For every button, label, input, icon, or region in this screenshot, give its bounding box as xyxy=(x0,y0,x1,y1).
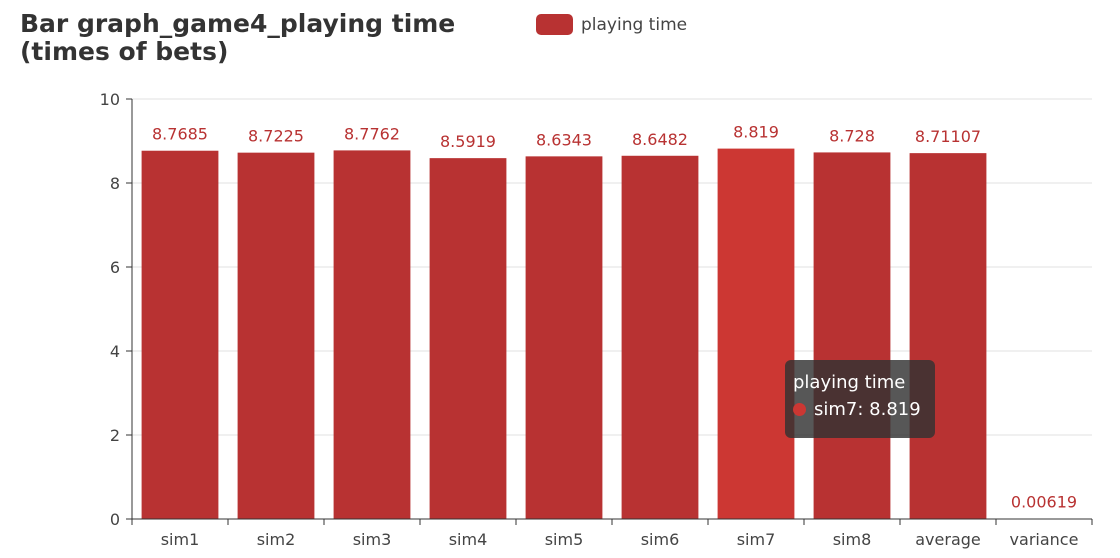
data-label-sim2: 8.7225 xyxy=(248,127,304,146)
chart-title-line-2: (times of bets) xyxy=(20,37,229,66)
x-tick-label-variance: variance xyxy=(1010,530,1079,549)
tooltip-row: sim7: 8.819 xyxy=(793,399,927,420)
bar-sim7 xyxy=(717,148,795,520)
x-tick-label-sim7: sim7 xyxy=(737,530,776,549)
data-label-variance: 0.00619 xyxy=(1011,493,1077,512)
legend[interactable]: playing time xyxy=(536,14,687,35)
data-label-average: 8.71107 xyxy=(915,127,981,146)
bar-average xyxy=(909,153,987,519)
legend-label: playing time xyxy=(581,14,688,35)
legend-swatch xyxy=(536,14,573,35)
x-tick-label-sim2: sim2 xyxy=(257,530,296,549)
tooltip-dot-icon xyxy=(793,403,806,416)
tooltip: playing time sim7: 8.819 xyxy=(785,360,935,438)
x-tick-label-sim5: sim5 xyxy=(545,530,584,549)
x-tick-label-sim8: sim8 xyxy=(833,530,872,549)
data-label-sim3: 8.7762 xyxy=(344,124,400,143)
data-label-sim5: 8.6343 xyxy=(536,130,592,149)
y-tick-label-6: 6 xyxy=(110,258,120,277)
chart-title: Bar graph_game4_playing time (times of b… xyxy=(20,10,455,66)
data-label-sim1: 8.7685 xyxy=(152,125,208,144)
y-tick-label-8: 8 xyxy=(110,174,120,193)
bar-sim4 xyxy=(429,158,507,519)
bar-sim6 xyxy=(621,155,699,519)
x-tick-label-sim4: sim4 xyxy=(449,530,488,549)
chart-title-line-1: Bar graph_game4_playing time xyxy=(20,9,456,38)
y-tick-label-0: 0 xyxy=(110,510,120,529)
y-tick-label-2: 2 xyxy=(110,426,120,445)
y-tick-label-4: 4 xyxy=(110,342,120,361)
bar-sim3 xyxy=(333,150,411,519)
tooltip-value: sim7: 8.819 xyxy=(814,399,921,420)
data-label-sim4: 8.5919 xyxy=(440,132,496,151)
x-tick-label-sim3: sim3 xyxy=(353,530,392,549)
x-tick-label-average: average xyxy=(915,530,981,549)
tooltip-title: playing time xyxy=(793,372,906,393)
x-tick-label-sim1: sim1 xyxy=(161,530,200,549)
data-label-sim7: 8.819 xyxy=(733,123,779,142)
bar-sim5 xyxy=(525,156,603,519)
data-label-sim6: 8.6482 xyxy=(632,130,688,149)
bar-sim1 xyxy=(141,150,219,519)
data-label-sim8: 8.728 xyxy=(829,126,875,145)
bar-sim8 xyxy=(813,152,891,519)
bar-sim2 xyxy=(237,152,315,519)
x-tick-label-sim6: sim6 xyxy=(641,530,680,549)
y-tick-label-10: 10 xyxy=(100,90,120,109)
